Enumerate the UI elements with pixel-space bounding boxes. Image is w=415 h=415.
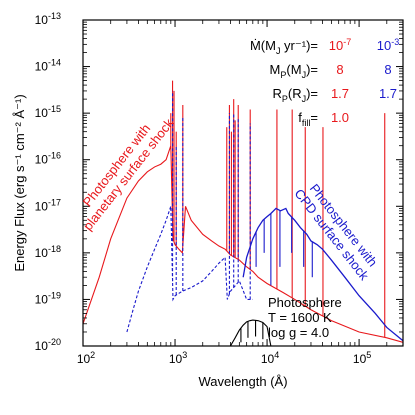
legend-red-value: 1.0 [331, 110, 349, 125]
legend-blue-value: 8 [384, 62, 391, 77]
legend: Ṁ(MJ yr⁻¹)= 10-7 10-3 MP(MJ)= 8 8 RP(RJ)= 1.7 1.… [250, 37, 399, 128]
y-tick-label: 10-16 [35, 151, 61, 167]
y-tick-label: 10-20 [35, 337, 61, 353]
legend-label: ffill= [298, 110, 318, 128]
y-tick-label: 10-19 [35, 290, 61, 306]
series-3-line [229, 319, 272, 346]
series-layer [83, 80, 403, 346]
legend-red-value: 1.7 [331, 86, 349, 101]
y-axis-label: Energy Flux (erg s⁻¹ cm⁻² Å⁻¹) [12, 94, 27, 271]
legend-blue-value: 10-3 [377, 37, 399, 53]
y-tick-label: 10-14 [35, 58, 61, 74]
x-tick-label: 102 [77, 350, 95, 366]
axes-layer: 102 103 104 105 10-13 10-14 10-15 10-16 10-17 10-… [35, 11, 404, 366]
series-2 [242, 207, 403, 342]
plot-frame [82, 19, 404, 347]
series-0 [83, 80, 403, 343]
x-tick-label: 103 [169, 350, 187, 366]
y-tick-label: 10-15 [35, 104, 61, 120]
x-axis-label: Wavelength (Å) [198, 374, 287, 389]
legend-label: MP(MJ)= [270, 62, 318, 80]
annotation-layer: Photosphere withplanetary surface shock P… [80, 115, 381, 340]
series-0-line [83, 145, 403, 343]
y-tick-label: 10-18 [35, 244, 61, 260]
legend-label: RP(RJ)= [272, 86, 318, 104]
y-tick-label: 10-13 [35, 11, 61, 27]
series-3 [229, 319, 272, 346]
legend-red-value: 8 [336, 62, 343, 77]
series-2-line [242, 207, 403, 342]
x-tick-label: 104 [261, 350, 279, 366]
series-1-line [126, 206, 253, 333]
series-1 [126, 90, 253, 333]
x-tick-label: 105 [353, 350, 371, 366]
legend-label: Ṁ(MJ yr⁻¹)= [250, 38, 318, 56]
legend-red-value: 10-7 [329, 37, 351, 53]
y-tick-label: 10-17 [35, 197, 61, 213]
legend-blue-value: 1.7 [379, 86, 397, 101]
